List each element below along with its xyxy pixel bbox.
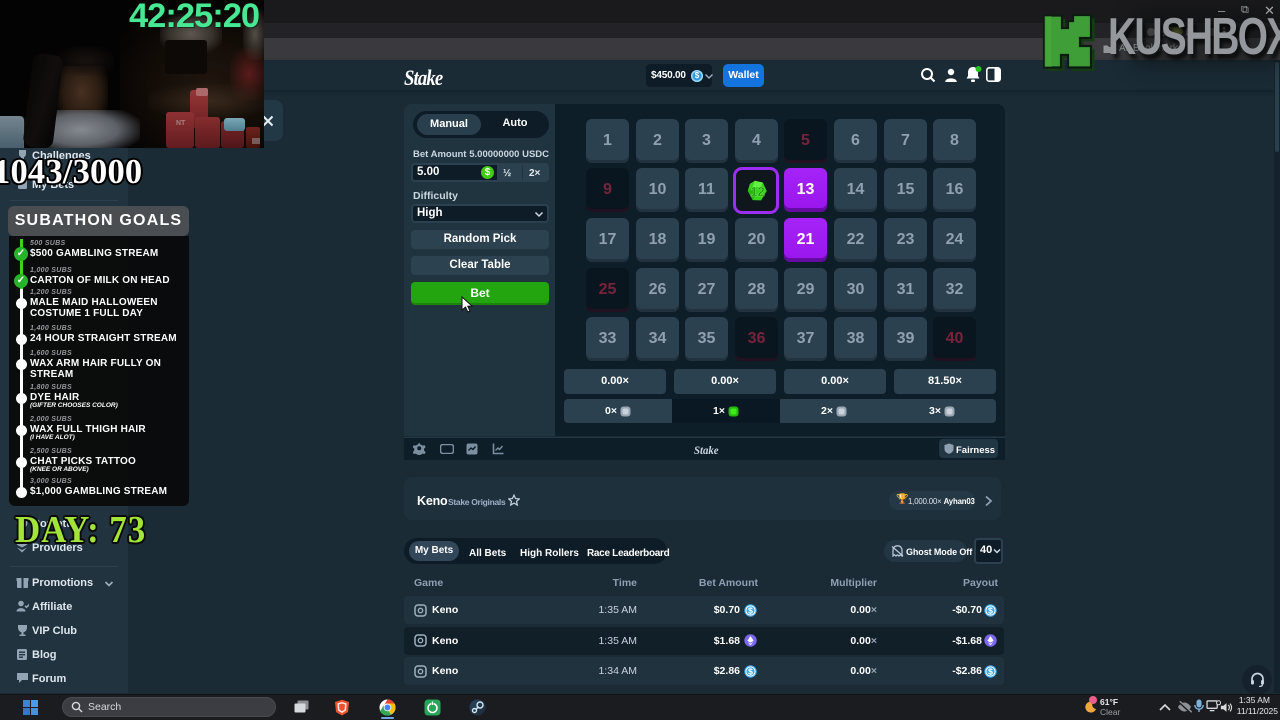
svg-text:12: 12 [750,184,764,199]
svg-text:$: $ [748,605,753,615]
svg-text:$: $ [988,666,993,676]
svg-text:$: $ [748,666,753,676]
svg-text:$: $ [988,605,993,615]
